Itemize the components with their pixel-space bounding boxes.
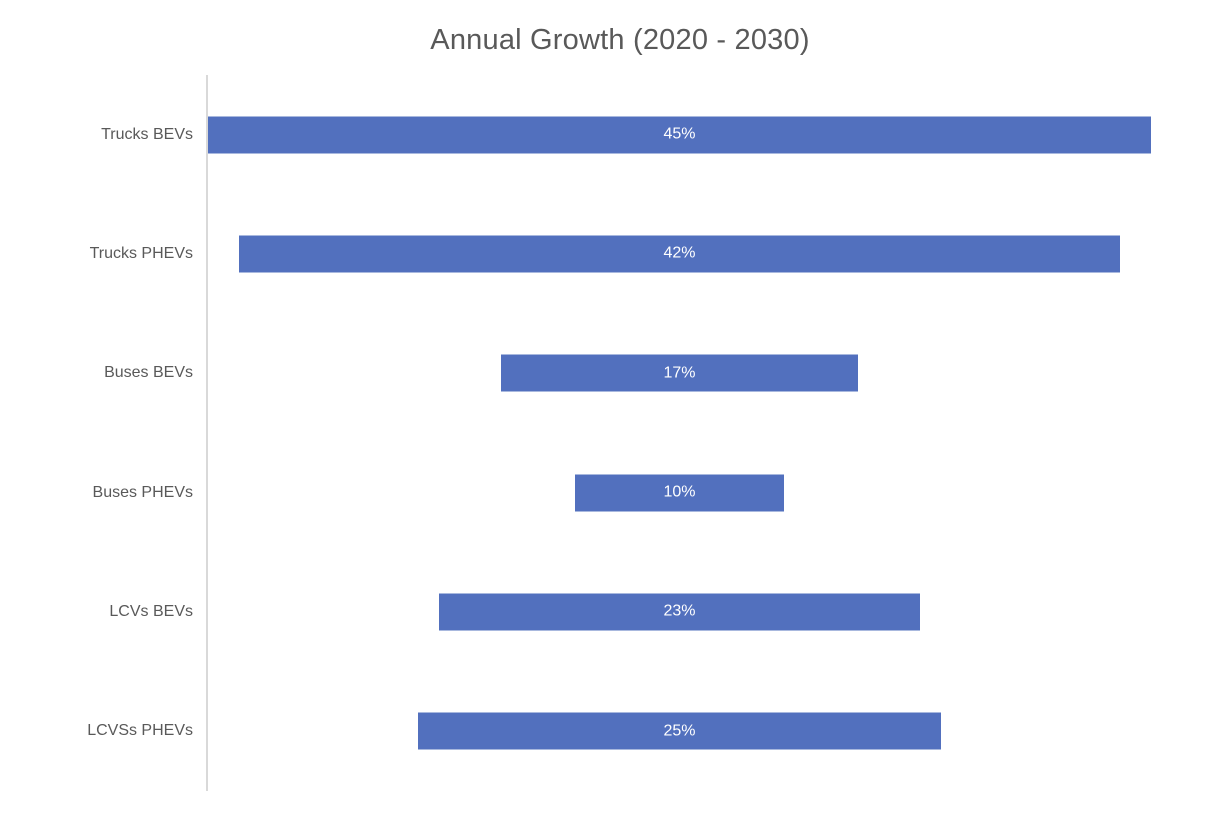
vertical-axis-line (206, 75, 208, 791)
bar-value-label: 25% (663, 722, 696, 740)
category-label: Trucks BEVs (101, 125, 193, 143)
category-label: Buses BEVs (104, 364, 193, 382)
category-label: Buses PHEVs (92, 483, 193, 501)
funnel-bar: 10% (574, 474, 785, 512)
bar-value-label: 45% (663, 125, 696, 143)
bar-row: 42% (208, 194, 1151, 313)
funnel-bar: 25% (417, 712, 942, 750)
chart-title: Annual Growth (2020 - 2030) (430, 24, 810, 56)
bar-row: 17% (208, 314, 1151, 433)
plot-area: 45% 42% 17% 10% 23% 25% (208, 75, 1151, 791)
bar-value-label: 23% (663, 602, 696, 620)
bar-value-label: 42% (663, 244, 696, 262)
bar-row: 23% (208, 552, 1151, 671)
bar-value-label: 10% (663, 483, 696, 501)
bar-value-label: 17% (663, 364, 696, 382)
funnel-bar: 45% (208, 116, 1151, 154)
category-label: LCVs BEVs (109, 602, 193, 620)
funnel-bar: 17% (501, 354, 858, 392)
bar-row: 10% (208, 433, 1151, 552)
category-label: Trucks PHEVs (89, 244, 193, 262)
bar-row: 45% (208, 75, 1151, 194)
category-axis: Trucks BEVs Trucks PHEVs Buses BEVs Buse… (0, 75, 193, 791)
funnel-bar: 23% (438, 593, 921, 631)
bar-row: 25% (208, 672, 1151, 791)
category-label: LCVSs PHEVs (87, 722, 193, 740)
funnel-bar: 42% (239, 235, 1120, 273)
